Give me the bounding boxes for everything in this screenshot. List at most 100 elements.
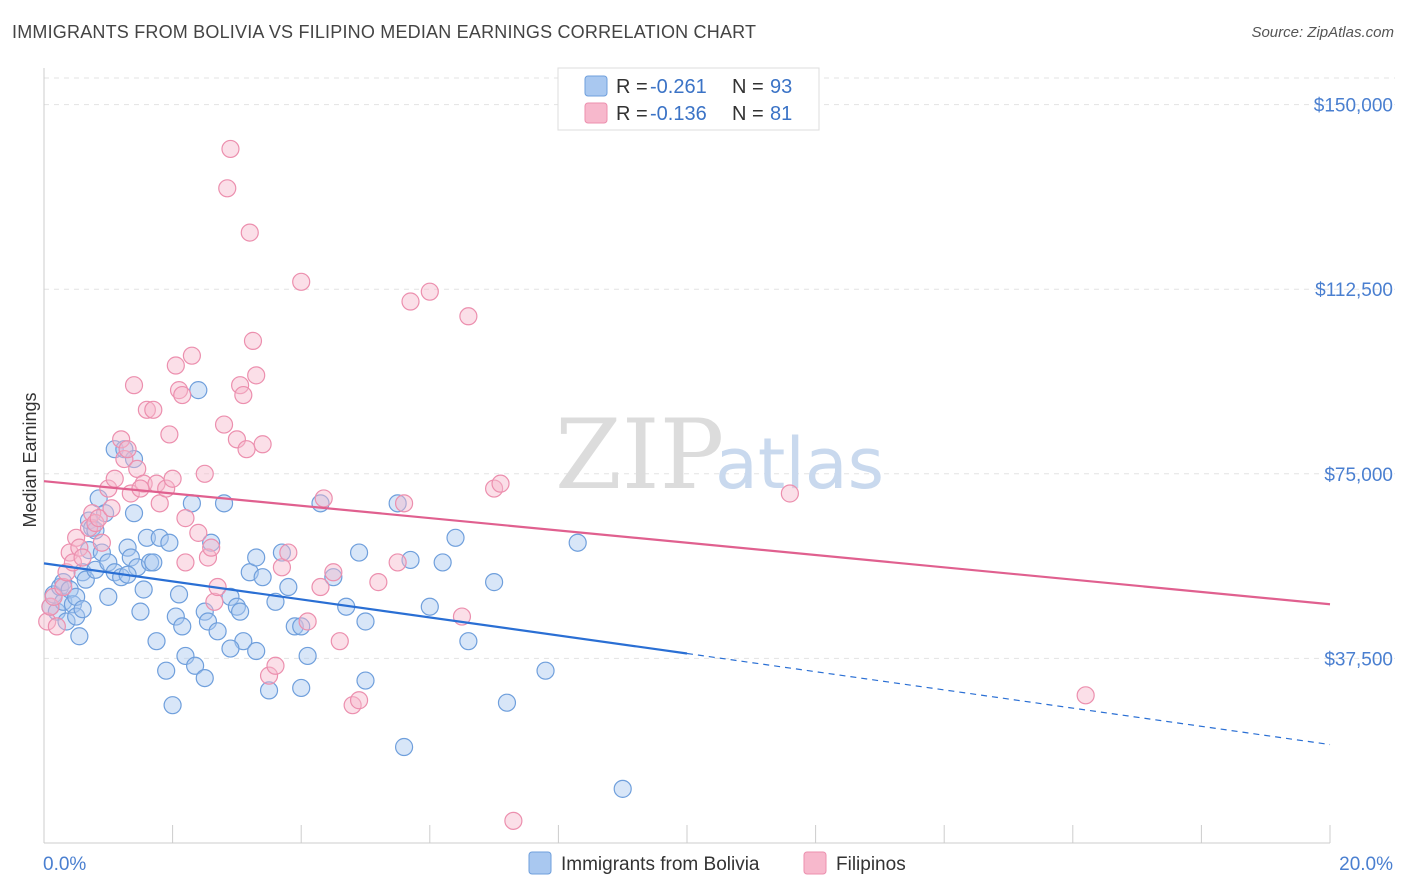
bolivia-point-77 [446,528,465,547]
bolivia-point-80 [497,693,517,712]
bottom-legend-swatch-filipino [803,851,827,875]
filipino-point-40 [198,548,218,567]
bolivia-point-56 [231,602,250,621]
filipino-point-48 [231,376,250,395]
chart-source: Source: ZipAtlas.com [1251,24,1394,41]
bolivia-point-40 [160,533,179,552]
axes [43,68,1331,844]
filipino-point-73 [459,307,478,326]
filipino-point-36 [176,509,195,528]
filipino-point-44 [214,415,234,434]
bolivia-point-37 [147,632,166,651]
bolivia-point-59 [247,548,266,567]
filipino-point-32 [163,469,182,488]
y-tick-labels: $37,500 $75,000 $112,500 $150,000 [1314,96,1393,671]
legend-r-label-2: R = [616,103,648,125]
filipino-point-0 [38,612,57,631]
filipino-point-42 [205,592,224,611]
bolivia-point-83 [613,779,632,798]
legend-r-value-1: -0.261 [650,76,707,98]
bolivia-point-11 [70,627,89,646]
filipino-point-25 [134,474,153,493]
filipino-point-9 [70,538,89,557]
filipino-point-55 [259,666,279,685]
filipino-point-15 [92,533,111,552]
bolivia-point-32 [131,602,150,621]
bottom-legend-label-filipino: Filipinos [836,854,906,875]
filipino-point-63 [324,563,343,582]
bolivia-point-12 [73,600,92,619]
filipino-point-56 [266,656,285,675]
bottom-legend: Immigrants from Bolivia Filipinos [528,851,906,875]
filipino-point-77 [780,484,799,503]
bolivia-point-41 [163,696,182,715]
bolivia-point-50 [198,612,218,631]
bolivia-point-87 [195,668,214,688]
bolivia-point-33 [134,580,153,599]
bolivia-point-34 [137,528,156,547]
filipino-point-1 [41,597,60,616]
filipino-point-54 [253,435,272,454]
filipino-point-3 [47,617,66,636]
bolivia-point-6 [57,612,76,631]
bolivia-point-45 [176,646,195,666]
bolivia-point-67 [298,646,317,666]
bolivia-point-36 [144,553,163,572]
bolivia-point-72 [356,671,375,690]
filipino-point-4 [54,577,73,597]
bolivia-point-24 [105,440,124,459]
filipino-point-50 [237,440,256,459]
filipino-point-53 [247,366,266,385]
filipino-point-14 [89,509,108,528]
bolivia-point-79 [485,573,504,592]
filipino-point-67 [369,573,388,592]
bolivia-point-10 [67,607,86,626]
legend-box: R = -0.261 N = 93 R = -0.136 N = 81 [557,67,820,131]
filipino-point-62 [314,489,333,508]
filipino-point-21 [118,440,137,459]
bolivia-point-62 [266,592,285,611]
filipino-point-71 [420,282,439,301]
filipino-point-34 [169,381,189,400]
bolivia-point-91 [356,612,375,631]
bolivia-point-89 [247,641,266,661]
filipino-point-46 [221,139,240,159]
trend-line-bolivia-extension [686,652,1331,746]
bolivia-point-5 [54,573,73,592]
filipino-point-58 [279,543,298,562]
filipino-point-69 [394,494,414,513]
filipino-point-18 [105,469,124,488]
filipino-point-47 [227,430,246,449]
legend-n-value-1: 93 [770,76,792,98]
bolivia-point-51 [202,533,221,552]
bolivia-point-29 [124,449,144,469]
bolivia-point-55 [227,597,246,616]
x-tick-label-0: 0.0% [43,854,86,875]
bolivia-point-47 [186,656,205,675]
legend-n-label-1: N = [732,76,764,98]
bolivia-point-22 [99,553,118,572]
filipino-point-49 [234,385,253,405]
filipino-point-76 [504,811,523,830]
filipino-point-64 [330,632,349,651]
filipino-point-52 [243,331,263,350]
filipino-point-75 [491,474,510,493]
filipino-point-26 [137,400,156,419]
y-tick-label-0: $37,500 [1324,649,1393,670]
filipino-point-70 [401,292,420,311]
bolivia-point-69 [324,568,343,587]
legend-n-label-2: N = [732,103,764,125]
trend-line-filipino [43,480,1331,606]
legend-r-label-1: R = [616,76,648,98]
bolivia-point-48 [189,381,208,400]
filipino-point-13 [86,513,105,533]
bolivia-point-63 [272,543,292,562]
bolivia-point-85 [99,587,118,606]
bolivia-point-52 [208,622,227,641]
y-tick-label-2: $112,500 [1315,280,1393,301]
legend-r-value-2: -0.136 [650,103,707,125]
bolivia-point-30 [124,504,144,523]
bolivia-point-14 [76,570,95,589]
bolivia-point-44 [173,617,192,636]
trend-line-bolivia [43,562,688,655]
